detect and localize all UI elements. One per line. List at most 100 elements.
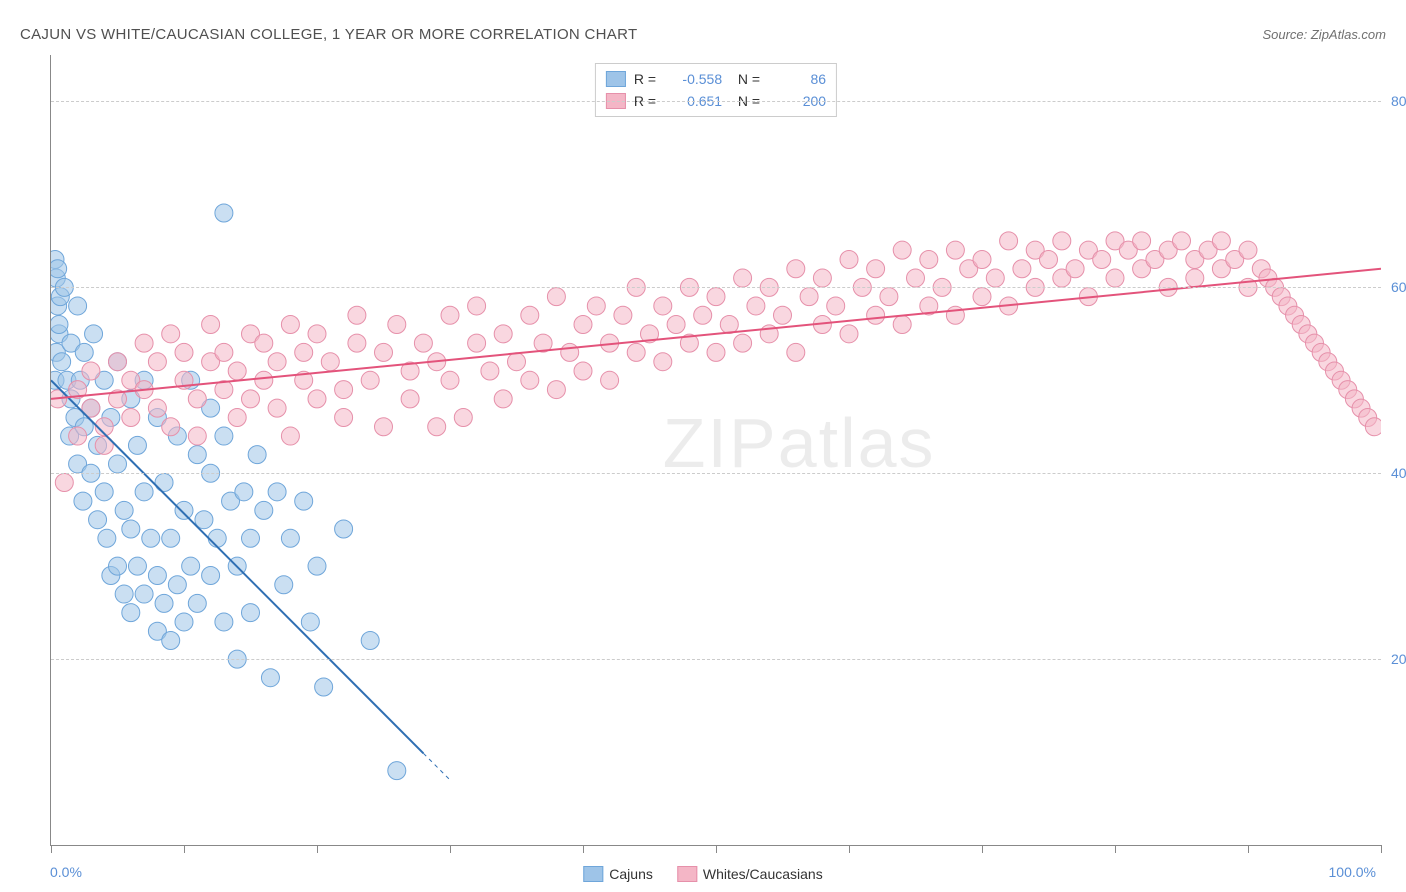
data-point xyxy=(188,446,206,464)
data-point xyxy=(388,762,406,780)
data-point xyxy=(521,371,539,389)
data-point xyxy=(51,316,68,334)
data-point xyxy=(215,204,233,222)
data-point xyxy=(494,325,512,343)
data-point xyxy=(69,297,87,315)
data-point xyxy=(574,316,592,334)
data-point xyxy=(547,381,565,399)
x-axis-min-label: 0.0% xyxy=(50,864,82,880)
x-axis-max-label: 100.0% xyxy=(1329,864,1376,880)
data-point xyxy=(667,316,685,334)
data-point xyxy=(281,316,299,334)
data-point xyxy=(281,529,299,547)
data-point xyxy=(162,632,180,650)
data-point xyxy=(261,669,279,687)
data-point xyxy=(654,297,672,315)
data-point xyxy=(601,371,619,389)
data-point xyxy=(162,418,180,436)
data-point xyxy=(215,427,233,445)
data-point xyxy=(242,390,260,408)
data-point xyxy=(148,566,166,584)
data-point xyxy=(188,594,206,612)
data-point xyxy=(734,334,752,352)
data-point xyxy=(494,390,512,408)
data-point xyxy=(1093,250,1111,268)
data-point xyxy=(215,343,233,361)
data-point xyxy=(109,455,127,473)
data-point xyxy=(242,529,260,547)
data-point xyxy=(268,399,286,417)
data-point xyxy=(202,566,220,584)
data-point xyxy=(202,316,220,334)
data-point xyxy=(348,306,366,324)
data-point xyxy=(388,316,406,334)
regression-line xyxy=(51,380,423,753)
data-point xyxy=(148,399,166,417)
legend-label-whites: Whites/Caucasians xyxy=(703,866,823,882)
legend-item-whites: Whites/Caucasians xyxy=(677,866,823,882)
data-point xyxy=(1239,241,1257,259)
data-point xyxy=(315,678,333,696)
data-point xyxy=(235,483,253,501)
data-point xyxy=(135,334,153,352)
regression-line-dashed xyxy=(423,753,450,780)
data-point xyxy=(175,343,193,361)
data-point xyxy=(707,343,725,361)
data-point xyxy=(787,260,805,278)
title-bar: CAJUN VS WHITE/CAUCASIAN COLLEGE, 1 YEAR… xyxy=(20,20,1386,48)
data-point xyxy=(348,334,366,352)
data-point xyxy=(973,250,991,268)
data-point xyxy=(907,269,925,287)
swatch-cajuns xyxy=(606,71,626,87)
data-point xyxy=(840,250,858,268)
data-point xyxy=(414,334,432,352)
data-point xyxy=(135,585,153,603)
data-point xyxy=(335,408,353,426)
plot-area: ZIPatlas R = -0.558 N = 86 R = 0.651 N =… xyxy=(50,55,1381,846)
data-point xyxy=(375,418,393,436)
data-point xyxy=(162,325,180,343)
chart-title: CAJUN VS WHITE/CAUCASIAN COLLEGE, 1 YEAR… xyxy=(20,26,637,43)
data-point xyxy=(840,325,858,343)
data-point xyxy=(155,474,173,492)
data-point xyxy=(175,613,193,631)
data-point xyxy=(361,632,379,650)
data-point xyxy=(441,306,459,324)
data-point xyxy=(707,288,725,306)
data-point xyxy=(893,316,911,334)
data-point xyxy=(893,241,911,259)
data-point xyxy=(481,362,499,380)
data-point xyxy=(182,557,200,575)
data-point xyxy=(308,325,326,343)
data-point xyxy=(880,288,898,306)
data-point xyxy=(53,353,71,371)
data-point xyxy=(587,297,605,315)
chart-svg xyxy=(51,55,1381,845)
y-tick-label: 20.0% xyxy=(1391,651,1406,667)
data-point xyxy=(142,529,160,547)
data-point xyxy=(128,557,146,575)
source-name: ZipAtlas.com xyxy=(1311,27,1386,42)
data-point xyxy=(561,343,579,361)
data-point xyxy=(1106,269,1124,287)
data-point xyxy=(268,483,286,501)
data-point xyxy=(920,250,938,268)
data-point xyxy=(1365,418,1381,436)
data-point xyxy=(268,353,286,371)
data-point xyxy=(85,325,103,343)
data-point xyxy=(255,334,273,352)
data-point xyxy=(335,381,353,399)
swatch-cajuns-icon xyxy=(583,866,603,882)
data-point xyxy=(98,529,116,547)
data-point xyxy=(574,362,592,380)
data-point xyxy=(1212,232,1230,250)
data-point xyxy=(242,604,260,622)
data-point xyxy=(521,306,539,324)
data-point xyxy=(95,483,113,501)
data-point xyxy=(973,288,991,306)
data-point xyxy=(800,288,818,306)
legend-r-label: R = xyxy=(634,68,656,90)
data-point xyxy=(155,594,173,612)
data-point xyxy=(255,371,273,389)
data-point xyxy=(468,334,486,352)
